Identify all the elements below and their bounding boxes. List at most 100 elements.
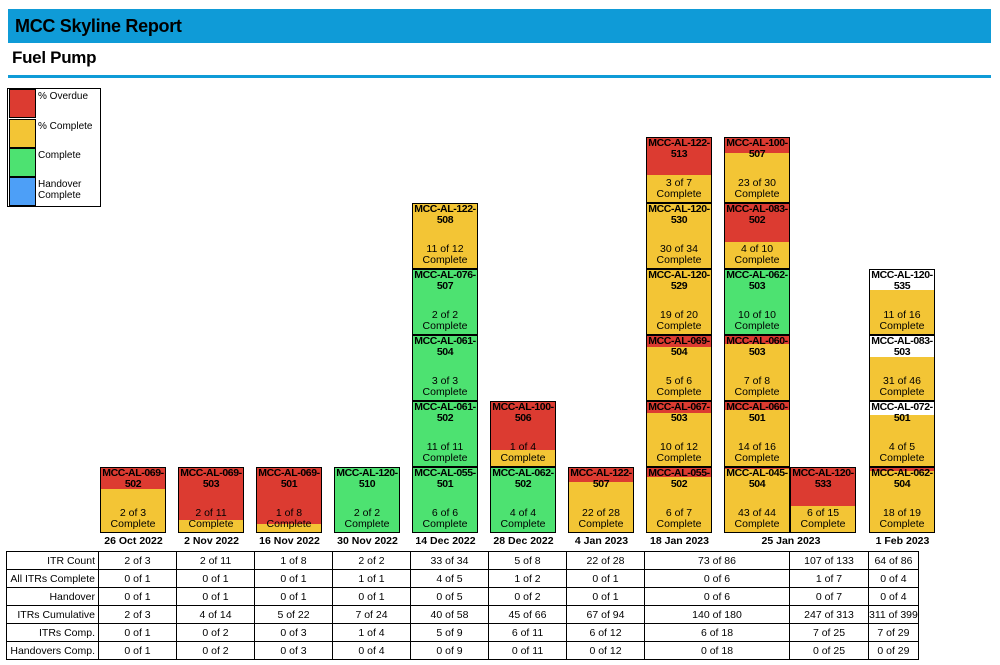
itr-id-label: MCC-AL-061- 504 [414,335,476,358]
itr-id-label: MCC-AL-072- 501 [871,401,933,424]
segment-remaining-fill [257,468,321,524]
itr-id-label: MCC-AL-120- 529 [648,269,710,292]
table-cell: 2 of 3 [98,605,177,624]
table-cell: 0 of 1 [98,641,177,660]
table-cell: 0 of 1 [254,587,333,606]
table-cell: 0 of 9 [410,641,489,660]
itr-segment[interactable]: MCC-AL-060- 501 14 of 16 Complete [724,401,790,467]
itr-segment[interactable]: MCC-AL-069- 501 1 of 8 Complete [256,467,322,533]
itr-id-label: MCC-AL-122- 513 [648,137,710,160]
itr-segment[interactable]: MCC-AL-083- 502 4 of 10 Complete [724,203,790,269]
itr-count-label: 4 of 5 Complete [879,441,925,464]
itr-count-label: 2 of 2 Complete [422,309,468,332]
itr-id-label: MCC-AL-120- 533 [792,467,854,490]
segment-complete-fill [870,357,934,400]
table-cell: 0 of 4 [332,641,411,660]
itr-segment[interactable]: MCC-AL-120- 530 30 of 34 Complete [646,203,712,269]
itr-id-label: MCC-AL-069- 503 [180,467,242,490]
table-cell: 5 of 9 [410,623,489,642]
itr-id-label: MCC-AL-060- 503 [726,335,788,358]
segment-complete-fill [647,477,711,532]
itr-segment[interactable]: MCC-AL-062- 503 10 of 10 Complete [724,269,790,335]
itr-segment[interactable]: MCC-AL-069- 504 5 of 6 Complete [646,335,712,401]
table-cell: 2 of 11 [176,551,255,570]
itr-count-label: 10 of 10 Complete [734,309,780,332]
date-label: 18 Jan 2023 [650,535,709,547]
itr-segment[interactable]: MCC-AL-120- 533 6 of 15 Complete [790,467,856,533]
date-label: 30 Nov 2022 [337,535,398,547]
segment-complete-fill [647,273,711,334]
segment-remaining-fill [647,468,711,477]
itr-id-label: MCC-AL-067- 503 [648,401,710,424]
itr-segment[interactable]: MCC-AL-122- 507 22 of 28 Complete [568,467,634,533]
table-cell: 1 of 4 [332,623,411,642]
itr-count-label: 43 of 44 Complete [734,507,780,530]
segment-remaining-fill [725,468,789,469]
itr-segment[interactable]: MCC-AL-122- 508 11 of 12 Complete [412,203,478,269]
itr-segment[interactable]: MCC-AL-122- 513 3 of 7 Complete [646,137,712,203]
table-cell: 0 of 1 [98,569,177,588]
itr-id-label: MCC-AL-083- 502 [726,203,788,226]
segment-complete-fill [413,209,477,268]
table-cell: 0 of 1 [566,569,645,588]
itr-segment[interactable]: MCC-AL-067- 503 10 of 12 Complete [646,401,712,467]
itr-segment[interactable]: MCC-AL-062- 502 4 of 4 Complete [490,467,556,533]
segment-remaining-fill [870,402,934,415]
itr-count-label: 11 of 12 Complete [422,243,468,266]
itr-segment[interactable]: MCC-AL-120- 529 19 of 20 Complete [646,269,712,335]
itr-segment[interactable]: MCC-AL-069- 503 2 of 11 Complete [178,467,244,533]
itr-segment[interactable]: MCC-AL-100- 507 23 of 30 Complete [724,137,790,203]
table-cell: 0 of 7 [789,587,869,606]
table-cell: 311 of 399 [868,605,919,624]
segment-complete-fill [725,153,789,202]
table-cell: 0 of 4 [868,569,919,588]
table-cell: 7 of 24 [332,605,411,624]
itr-segment[interactable]: MCC-AL-083- 503 31 of 46 Complete [869,335,935,401]
table-cell: 1 of 2 [488,569,567,588]
itr-segment[interactable]: MCC-AL-120- 510 2 of 2 Complete [334,467,400,533]
itr-id-label: MCC-AL-083- 503 [871,335,933,358]
itr-segment[interactable]: MCC-AL-069- 502 2 of 3 Complete [100,467,166,533]
itr-segment[interactable]: MCC-AL-061- 504 3 of 3 Complete [412,335,478,401]
itr-segment[interactable]: MCC-AL-072- 501 4 of 5 Complete [869,401,935,467]
itr-segment[interactable]: MCC-AL-055- 501 6 of 6 Complete [412,467,478,533]
row-label: ITR Count [6,551,99,570]
itr-count-label: 1 of 8 Complete [266,507,312,530]
itr-segment[interactable]: MCC-AL-076- 507 2 of 2 Complete [412,269,478,335]
segment-remaining-fill [647,138,711,175]
segment-remaining-fill [101,468,165,489]
itr-segment[interactable]: MCC-AL-045- 504 43 of 44 Complete [724,467,790,533]
segment-remaining-fill [725,138,789,153]
itr-segment[interactable]: MCC-AL-062- 504 18 of 19 Complete [869,467,935,533]
itr-segment[interactable]: MCC-AL-100- 506 1 of 4 Complete [490,401,556,467]
itr-count-label: 11 of 11 Complete [422,441,468,464]
itr-count-label: 4 of 10 Complete [734,243,780,266]
itr-segment[interactable]: MCC-AL-061- 502 11 of 11 Complete [412,401,478,467]
segment-complete-fill [335,468,399,532]
segment-complete-fill [569,482,633,532]
segment-remaining-fill [791,468,855,506]
itr-segment[interactable]: MCC-AL-120- 535 11 of 16 Complete [869,269,935,335]
itr-id-label: MCC-AL-120- 535 [871,269,933,292]
itr-segment[interactable]: MCC-AL-055- 502 6 of 7 Complete [646,467,712,533]
table-cell: 0 of 5 [410,587,489,606]
segment-complete-fill [647,413,711,466]
skyline-chart: MCC-AL-069- 502 2 of 3 Complete 26 Oct 2022 M… [100,137,935,547]
itr-segment[interactable]: MCC-AL-060- 503 7 of 8 Complete [724,335,790,401]
legend-label-complete: Complete [38,150,81,161]
segment-complete-fill [413,468,477,532]
itr-id-label: MCC-AL-062- 502 [492,467,554,490]
itr-count-label: 3 of 3 Complete [422,375,468,398]
table-cell: 4 of 14 [176,605,255,624]
legend-label-overdue: % Overdue [38,91,89,102]
itr-count-label: 11 of 16 Complete [879,309,925,332]
segment-complete-fill [647,175,711,202]
table-cell: 7 of 25 [789,623,869,642]
segment-complete-fill [725,410,789,466]
date-label: 4 Jan 2023 [574,535,629,547]
legend-swatch-complete [9,148,36,177]
row-label: ITRs Comp. [6,623,99,642]
